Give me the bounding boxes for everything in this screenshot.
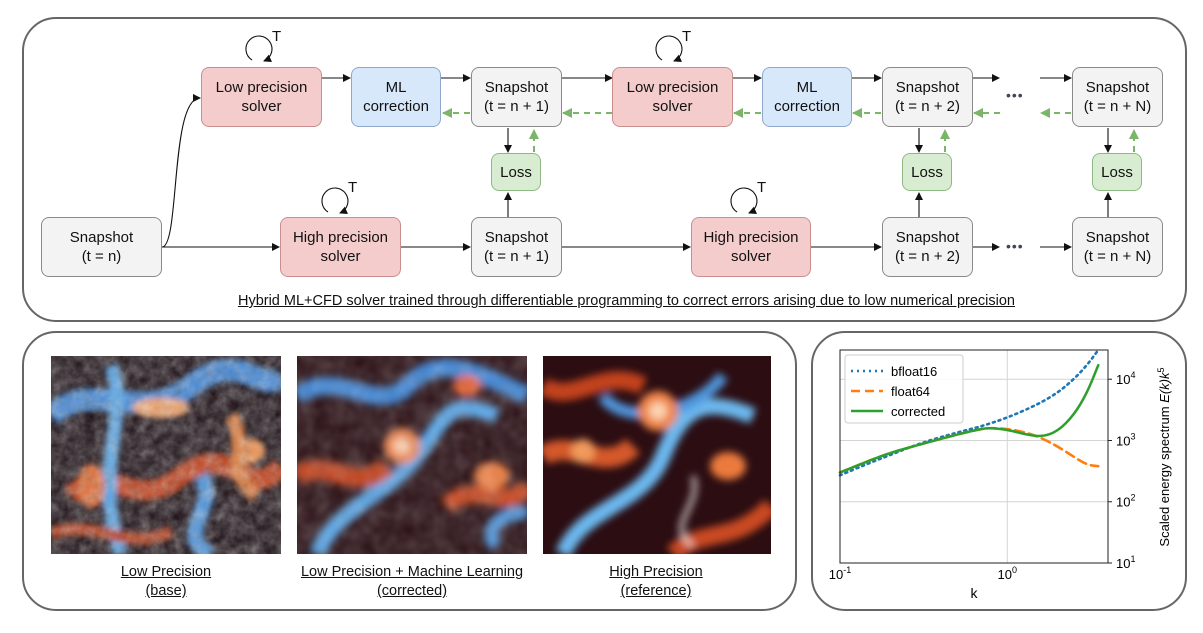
snapshot-high-n2: Snapshot (t = n + 2): [882, 217, 973, 277]
snapshot-low-n2: Snapshot (t = n + 2): [882, 67, 973, 127]
node-label: High precision: [292, 229, 389, 246]
y-tick-label: 104: [1116, 370, 1135, 387]
node-time: (t = n + N): [1083, 248, 1152, 265]
loop-label: T: [348, 179, 358, 196]
node-label: Snapshot: [895, 79, 960, 96]
x-tick-label: 10-1: [829, 565, 851, 582]
field-label-line: High Precision: [609, 564, 703, 580]
field-label-line: (reference): [620, 583, 692, 599]
ellipsis: •••: [1006, 238, 1024, 254]
energy-spectrum-chart: 10-1 100 101 102 103 104 bfloat16 float64 corre…: [829, 348, 1172, 601]
series-line-bfloat16: [838, 348, 1100, 477]
low-precision-solver-1: Low precision solver: [201, 67, 322, 127]
field-label-line: (corrected): [376, 583, 448, 599]
node-label: ML: [385, 79, 407, 96]
node-time: (t = n + N): [1083, 98, 1152, 115]
x-axis-label: k: [971, 585, 979, 601]
loss-box-2: Loss: [902, 153, 952, 191]
node-time: (t = n): [81, 248, 122, 265]
plot-frame: [839, 349, 1109, 564]
node-time: (t = n + 2): [894, 98, 961, 115]
low-precision-solver-2: Low precision solver: [612, 67, 733, 127]
snapshot-high-n1: Snapshot (t = n + 1): [471, 217, 562, 277]
snapshot-start: Snapshot (t = n): [41, 217, 162, 277]
series-line-corrected: [838, 363, 1100, 474]
field-image-high-precision: [543, 356, 771, 554]
node-label: solver: [320, 248, 361, 265]
node-label: solver: [241, 98, 282, 115]
node-label: Loss: [1101, 163, 1133, 181]
node-label: correction: [774, 98, 840, 115]
legend-label: bfloat16: [891, 364, 937, 379]
loop-label: T: [272, 28, 282, 45]
node-label: solver: [730, 248, 771, 265]
field-image-low-precision: [51, 356, 281, 554]
legend-label: float64: [891, 384, 930, 399]
field-label-line: Low Precision: [120, 564, 212, 580]
pipeline-caption: Hybrid ML+CFD solver trained through dif…: [237, 293, 1016, 309]
node-time: (t = n + 2): [894, 248, 961, 265]
node-label: ML: [796, 79, 818, 96]
x-tick-label: 100: [998, 565, 1017, 582]
ellipsis: •••: [1006, 87, 1024, 103]
legend-label: corrected: [891, 404, 945, 419]
field-label-line: (base): [145, 583, 187, 599]
field-label-base: Low Precision (base): [66, 563, 266, 601]
node-label: Low precision: [626, 79, 719, 96]
node-label: Snapshot: [484, 229, 549, 246]
node-label: Low precision: [215, 79, 308, 96]
y-tick-label: 103: [1116, 431, 1135, 448]
node-label: Snapshot: [895, 229, 960, 246]
field-label-line: Low Precision + Machine Learning: [300, 564, 524, 580]
y-axis-label: Scaled energy spectrum E(k)k5: [1156, 367, 1172, 546]
node-time: (t = n + 1): [483, 248, 550, 265]
node-label: Snapshot: [69, 229, 134, 246]
legend-box: [844, 354, 964, 424]
node-label: correction: [363, 98, 429, 115]
field-image-corrected: [297, 356, 527, 554]
field-label-reference: High Precision (reference): [556, 563, 756, 601]
loop-label: T: [682, 28, 692, 45]
ml-correction-1: ML correction: [351, 67, 441, 127]
node-label: Loss: [911, 163, 943, 181]
y-tick-label: 102: [1116, 493, 1135, 510]
loss-box-3: Loss: [1092, 153, 1142, 191]
series-line-float64: [838, 426, 1100, 474]
loop-label: T: [757, 179, 767, 196]
node-label: High precision: [703, 229, 799, 246]
snapshot-high-nN: Snapshot (t = n + N): [1072, 217, 1163, 277]
pipeline-arrows: [161, 35, 1139, 251]
node-label: Snapshot: [1085, 229, 1150, 246]
node-label: Snapshot: [1085, 79, 1150, 96]
snapshot-low-nN: Snapshot (t = n + N): [1072, 67, 1163, 127]
node-label: Loss: [500, 163, 532, 181]
node-label: solver: [652, 98, 693, 115]
ml-correction-2: ML correction: [762, 67, 852, 127]
field-label-corrected: Low Precision + Machine Learning (correc…: [272, 563, 552, 601]
high-precision-solver-1: High precision solver: [280, 217, 401, 277]
snapshot-low-n1: Snapshot (t = n + 1): [471, 67, 562, 127]
node-time: (t = n + 1): [483, 98, 550, 115]
high-precision-solver-2: High precision solver: [691, 217, 811, 277]
loss-box-1: Loss: [491, 153, 541, 191]
y-tick-label: 101: [1116, 554, 1135, 571]
node-label: Snapshot: [484, 79, 549, 96]
